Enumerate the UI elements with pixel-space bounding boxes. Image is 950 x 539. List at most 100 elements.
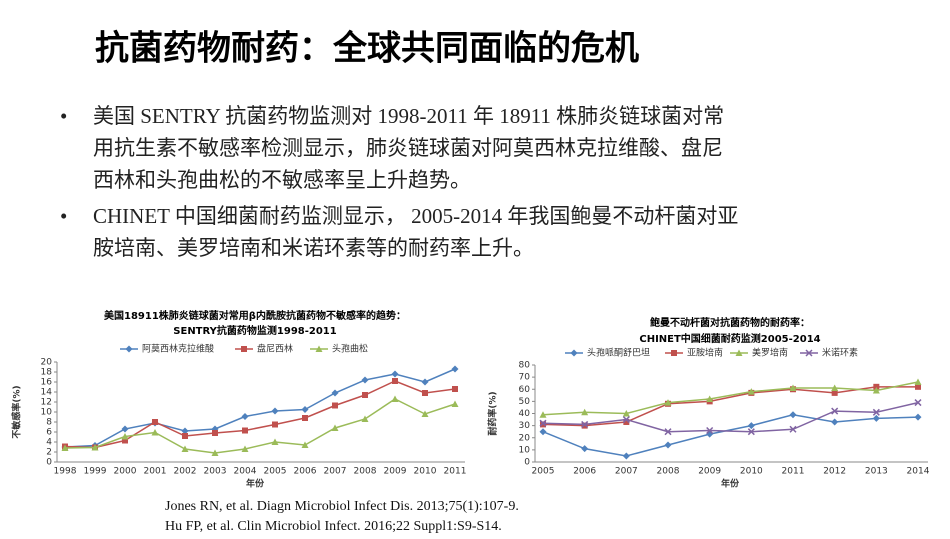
y-tick-label: 20 — [519, 433, 531, 443]
marker — [392, 378, 398, 384]
y-tick-label: 80 — [519, 361, 531, 371]
legend-label: 头孢曲松 — [332, 343, 368, 355]
marker — [581, 408, 589, 416]
marker — [570, 349, 578, 357]
x-tick-label: 2005 — [264, 467, 287, 477]
marker — [831, 389, 838, 396]
series-line — [542, 413, 919, 457]
bullet-dot: • — [60, 204, 67, 228]
marker — [152, 419, 158, 425]
marker — [747, 422, 755, 430]
marker — [789, 384, 797, 392]
x-tick-label: 2010 — [740, 467, 763, 477]
x-tick-label: 2004 — [234, 467, 257, 477]
y-tick-label: 30 — [519, 421, 531, 431]
series-line — [64, 380, 456, 449]
x-tick-label: 2006 — [573, 467, 596, 477]
x-axis-label: 年份 — [246, 478, 265, 490]
y-axis-label: 不敏感率(%) — [11, 385, 23, 438]
marker — [301, 406, 309, 413]
y-tick-label: 50 — [519, 397, 531, 407]
bullet-text: CHINET 中国细菌耐药监测显示， 2005-2014 年我国鲍曼不动杆菌对亚 — [93, 204, 738, 228]
marker — [706, 395, 714, 402]
marker — [581, 420, 589, 428]
marker — [151, 429, 159, 436]
legend-label: 美罗培南 — [752, 347, 788, 359]
marker — [539, 419, 547, 427]
marker — [664, 399, 672, 406]
marker — [831, 407, 839, 415]
marker — [181, 445, 189, 452]
x-tick-label: 2000 — [114, 467, 137, 477]
series-line — [64, 398, 456, 454]
chart-title: SENTRY抗菌药物监测1998-2011 — [173, 324, 336, 337]
marker — [241, 445, 249, 452]
y-tick-label: 8 — [46, 418, 52, 428]
y-tick-label: 14 — [41, 388, 53, 398]
marker — [362, 392, 368, 398]
marker — [301, 441, 309, 448]
marker — [391, 370, 399, 378]
marker — [122, 437, 128, 444]
marker — [391, 395, 399, 402]
legend-label: 阿莫西林克拉维酸 — [142, 343, 214, 355]
legend-label: 头孢哌酮舒巴坦 — [587, 347, 650, 359]
marker — [302, 415, 308, 421]
marker — [747, 388, 755, 395]
marker — [539, 428, 547, 436]
marker — [623, 418, 630, 425]
chart-title: CHINET中国细菌耐药监测2005-2014 — [639, 332, 820, 345]
marker — [914, 378, 922, 385]
y-tick-label: 0 — [46, 458, 52, 468]
marker — [61, 444, 69, 451]
marker — [581, 422, 588, 429]
x-tick-label: 2003 — [204, 467, 227, 477]
reference: Jones RN, et al. Diagn Microbiol Infect … — [165, 499, 519, 514]
legend-label: 米诺环素 — [822, 347, 858, 359]
x-tick-label: 2013 — [865, 467, 888, 477]
marker — [422, 390, 428, 396]
bullet-text: 用抗生素不敏感率检测显示，肺炎链球菌对阿莫西林克拉维酸、盘尼 — [93, 136, 723, 160]
marker — [272, 421, 278, 428]
marker — [242, 427, 248, 434]
marker — [241, 346, 247, 352]
x-tick-label: 2011 — [782, 467, 805, 477]
y-tick-label: 10 — [41, 408, 53, 418]
y-tick-label: 4 — [46, 438, 52, 448]
marker — [706, 426, 714, 435]
x-tick-label: 2012 — [823, 467, 846, 477]
marker — [211, 449, 219, 456]
marker — [622, 416, 630, 424]
x-tick-label: 2009 — [384, 467, 407, 477]
marker — [622, 410, 630, 417]
x-tick-label: 1998 — [54, 467, 77, 477]
marker — [664, 428, 672, 436]
y-tick-label: 18 — [41, 368, 53, 378]
marker — [664, 441, 672, 449]
marker — [873, 383, 880, 390]
marker — [212, 430, 218, 436]
x-tick-label: 2002 — [174, 467, 197, 477]
slide-title: 抗菌药物耐药：全球共同面临的危机 — [95, 29, 639, 69]
marker — [331, 389, 339, 397]
series-line — [542, 401, 919, 433]
marker — [671, 350, 677, 356]
marker — [241, 413, 249, 420]
bullet-text: 胺培南、美罗培南和米诺环素等的耐药率上升。 — [93, 236, 534, 260]
series-line — [64, 368, 456, 448]
marker — [831, 384, 839, 392]
marker — [540, 421, 546, 428]
marker — [831, 418, 839, 426]
bullet-dot: • — [60, 104, 67, 128]
marker — [271, 407, 279, 415]
x-tick-label: 2008 — [354, 467, 377, 477]
x-tick-label: 2006 — [294, 467, 317, 477]
y-tick-label: 0 — [524, 458, 530, 468]
bullet-text: 美国 SENTRY 抗菌药物监测对 1998-2011 年 18911 株肺炎链… — [93, 104, 724, 128]
y-tick-label: 40 — [519, 409, 531, 419]
x-tick-label: 2007 — [615, 467, 638, 477]
chart-title: 鲍曼不动杆菌对抗菌药物的耐药率： — [650, 316, 810, 329]
marker — [182, 433, 188, 439]
chart-title: 美国18911株肺炎链球菌对常用β内酰胺抗菌药物不敏感率的趋势： — [104, 309, 406, 322]
